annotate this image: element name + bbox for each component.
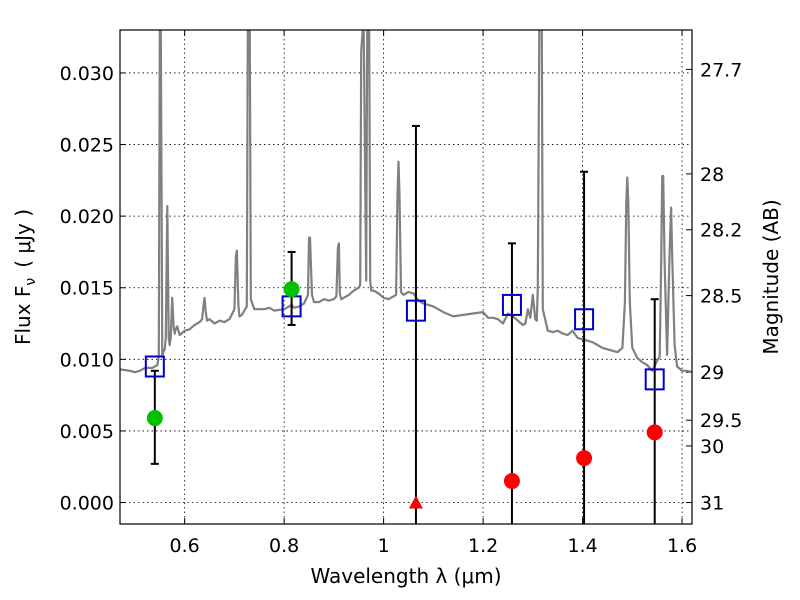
x-tick-label: 0.8 bbox=[269, 535, 299, 557]
x-tick-label: 0.6 bbox=[170, 535, 200, 557]
model-photometry-square bbox=[574, 308, 595, 331]
data-markers bbox=[144, 124, 665, 524]
upper-limit-triangle bbox=[408, 495, 423, 509]
grid-lines bbox=[120, 30, 692, 524]
red-flux-point bbox=[576, 450, 593, 467]
y2-tick-label: 30 bbox=[700, 436, 724, 458]
x-tick-label: 1 bbox=[378, 535, 390, 557]
y2-tick-label: 31 bbox=[700, 493, 724, 515]
model-photometry-square bbox=[501, 293, 522, 316]
y2-axis-label: Magnitude (AB) bbox=[759, 199, 783, 354]
x-tick-label: 1.4 bbox=[567, 535, 597, 557]
y-axis-label: Flux Fν ( μJy ) bbox=[11, 209, 39, 345]
x-tick-label: 1.6 bbox=[667, 535, 697, 557]
x-tick-label: 1.2 bbox=[468, 535, 498, 557]
detection-point bbox=[283, 281, 300, 298]
axis-ticks bbox=[120, 30, 692, 524]
y-tick-label: 0.025 bbox=[60, 135, 114, 157]
y-tick-label: 0.000 bbox=[60, 493, 114, 515]
red-flux-point bbox=[503, 473, 520, 490]
y-axis-label-main: Flux F bbox=[11, 286, 35, 345]
tick-labels: 0.6 0.8 1 1.2 1.4 1.6 0.000 0.005 0.010 0.015 0.02… bbox=[60, 59, 743, 557]
y-tick-label: 0.030 bbox=[60, 63, 114, 85]
y-axis-label-unit: ( μJy ) bbox=[11, 209, 35, 268]
model-photometry-square bbox=[405, 299, 426, 322]
detection-point bbox=[146, 410, 163, 427]
y2-tick-label: 29 bbox=[700, 362, 724, 384]
svg-text:Flux Fν( μJy ): Flux Fν ( μJy ) bbox=[11, 209, 39, 345]
y2-tick-label: 27.7 bbox=[700, 59, 742, 81]
spectrum-line bbox=[120, 30, 692, 374]
y2-tick-label: 28.2 bbox=[700, 220, 742, 242]
y-axis-label-subscript: ν bbox=[23, 278, 39, 286]
plot-frame bbox=[119, 29, 693, 525]
y2-tick-label: 29.5 bbox=[700, 410, 742, 432]
y-tick-label: 0.005 bbox=[60, 421, 114, 443]
y-tick-label: 0.010 bbox=[60, 349, 114, 371]
model-photometry-square bbox=[644, 368, 665, 391]
y2-tick-label: 28 bbox=[700, 164, 724, 186]
y-tick-label: 0.020 bbox=[60, 206, 114, 228]
red-flux-point bbox=[646, 424, 663, 441]
data-series bbox=[120, 30, 692, 374]
y2-tick-label: 28.5 bbox=[700, 286, 742, 308]
model-photometry-square bbox=[144, 355, 165, 378]
y-tick-label: 0.015 bbox=[60, 278, 114, 300]
x-axis-label: Wavelength λ (μm) bbox=[310, 564, 501, 588]
